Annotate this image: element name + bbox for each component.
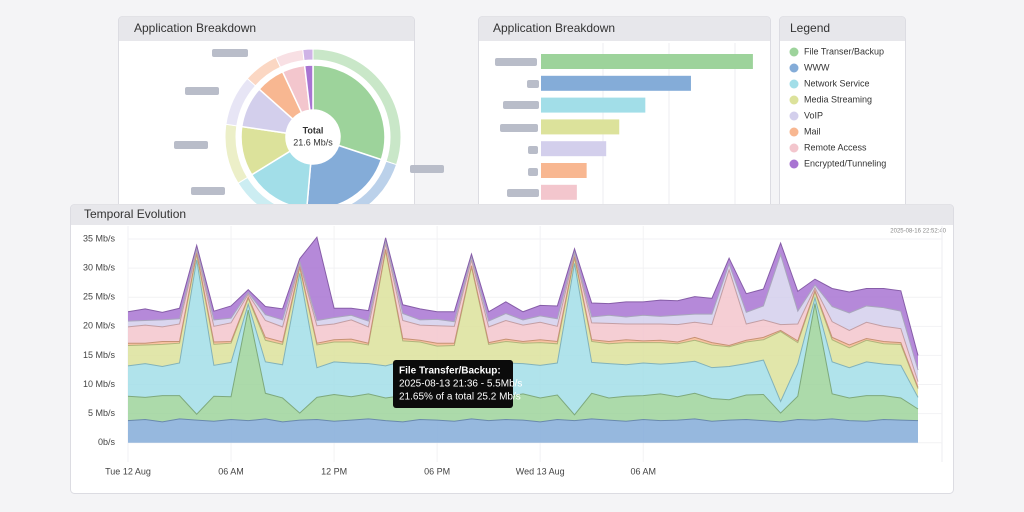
area-fill [128, 240, 918, 382]
y-tick-label: 20 Mb/s [83, 321, 116, 331]
donut-center [288, 112, 338, 162]
legend-label: VoIP [804, 110, 823, 120]
timestamp: 2025-08-16 22:52:40 [890, 229, 946, 235]
legend-label: Media Streaming [804, 94, 872, 104]
legend-panel: Legend File Transer/Backup WWW Network Ser… [779, 16, 906, 217]
donut-slice [312, 64, 386, 161]
x-tick-label: Wed 13 Aug [516, 466, 565, 476]
area-chart: 0b/s 5 Mb/s 10 Mb/s 15 Mb/s 20 Mb/s 25 Mb/s 30… [83, 226, 942, 476]
donut: Total 21.6 Mb/s [224, 48, 402, 226]
tooltip-line: 2025-08-13 21:36 - 5.5Mb/s [399, 379, 522, 390]
bar [541, 75, 691, 91]
legend: File Transer/Backup WWW Network Service Med… [789, 46, 886, 169]
legend-swatch [789, 63, 799, 73]
x-tick-label: 06 AM [218, 466, 244, 476]
panel-title: Application Breakdown [493, 21, 615, 35]
y-tick-label: 15 Mb/s [83, 350, 116, 360]
area-line [127, 236, 919, 356]
legend-swatch [789, 127, 799, 137]
x-tick-label: 06 AM [630, 466, 656, 476]
tooltip-line: 21.65% of a total 25.2 Mb/s [399, 392, 521, 403]
y-tick-label: 25 Mb/s [83, 292, 116, 302]
center-label: Total [303, 125, 324, 135]
legend-title: Legend [790, 21, 830, 35]
area-panel: Temporal Evolution 2025-08-16 22:52:40 0… [70, 204, 954, 494]
bar [541, 184, 577, 200]
y-tick-label: 30 Mb/s [83, 262, 116, 272]
bar [541, 141, 607, 157]
area-line [127, 259, 919, 403]
legend-swatch [789, 143, 799, 153]
legend-swatch [789, 159, 799, 169]
bar-panel: Application Breakdown [478, 16, 771, 222]
legend-label: Remote Access [804, 142, 867, 152]
x-tick-label: 06 PM [424, 466, 450, 476]
legend-label: WWW [804, 62, 830, 72]
legend-label: Mail [804, 126, 821, 136]
area-line [128, 249, 919, 388]
legend-swatch [789, 79, 799, 89]
area-line [127, 250, 919, 389]
panel-title: Temporal Evolution [84, 207, 186, 221]
legend-swatch [789, 111, 799, 121]
donut-outer-slice [302, 48, 314, 62]
y-tick-label: 10 Mb/s [83, 379, 116, 389]
x-tick-label: Tue 12 Aug [105, 466, 151, 476]
legend-label: File Transer/Backup [804, 46, 884, 56]
panel-title: Application Breakdown [134, 21, 256, 35]
donut-panel: Application Breakdown Total 21.6 Mb/s [118, 16, 444, 226]
area-line [127, 303, 919, 416]
legend-swatch [789, 47, 799, 57]
bar [541, 97, 646, 113]
legend-swatch [789, 95, 799, 105]
center-value: 21.6 Mb/s [293, 137, 333, 147]
legend-label: Encrypted/Tunneling [804, 158, 886, 168]
legend-label: Network Service [804, 78, 870, 88]
bar [541, 54, 753, 69]
area-fill [128, 303, 918, 422]
area-fill [128, 250, 918, 402]
tooltip: File Transfer/Backup: 2025-08-13 21:36 -… [393, 360, 522, 408]
area-fill [128, 259, 918, 415]
y-tick-label: 0b/s [98, 437, 116, 447]
tooltip-title: File Transfer/Backup: [399, 366, 501, 377]
area-line [127, 418, 919, 423]
bars [541, 54, 753, 222]
area-line [127, 243, 919, 382]
y-tick-label: 35 Mb/s [83, 233, 116, 243]
area-fill [128, 237, 918, 370]
area-line [127, 240, 919, 371]
bar [541, 119, 620, 135]
area-fill [128, 418, 918, 443]
x-tick-label: 12 PM [321, 466, 347, 476]
y-tick-label: 5 Mb/s [88, 408, 116, 418]
bar [541, 163, 587, 178]
donut-slice [303, 64, 314, 112]
